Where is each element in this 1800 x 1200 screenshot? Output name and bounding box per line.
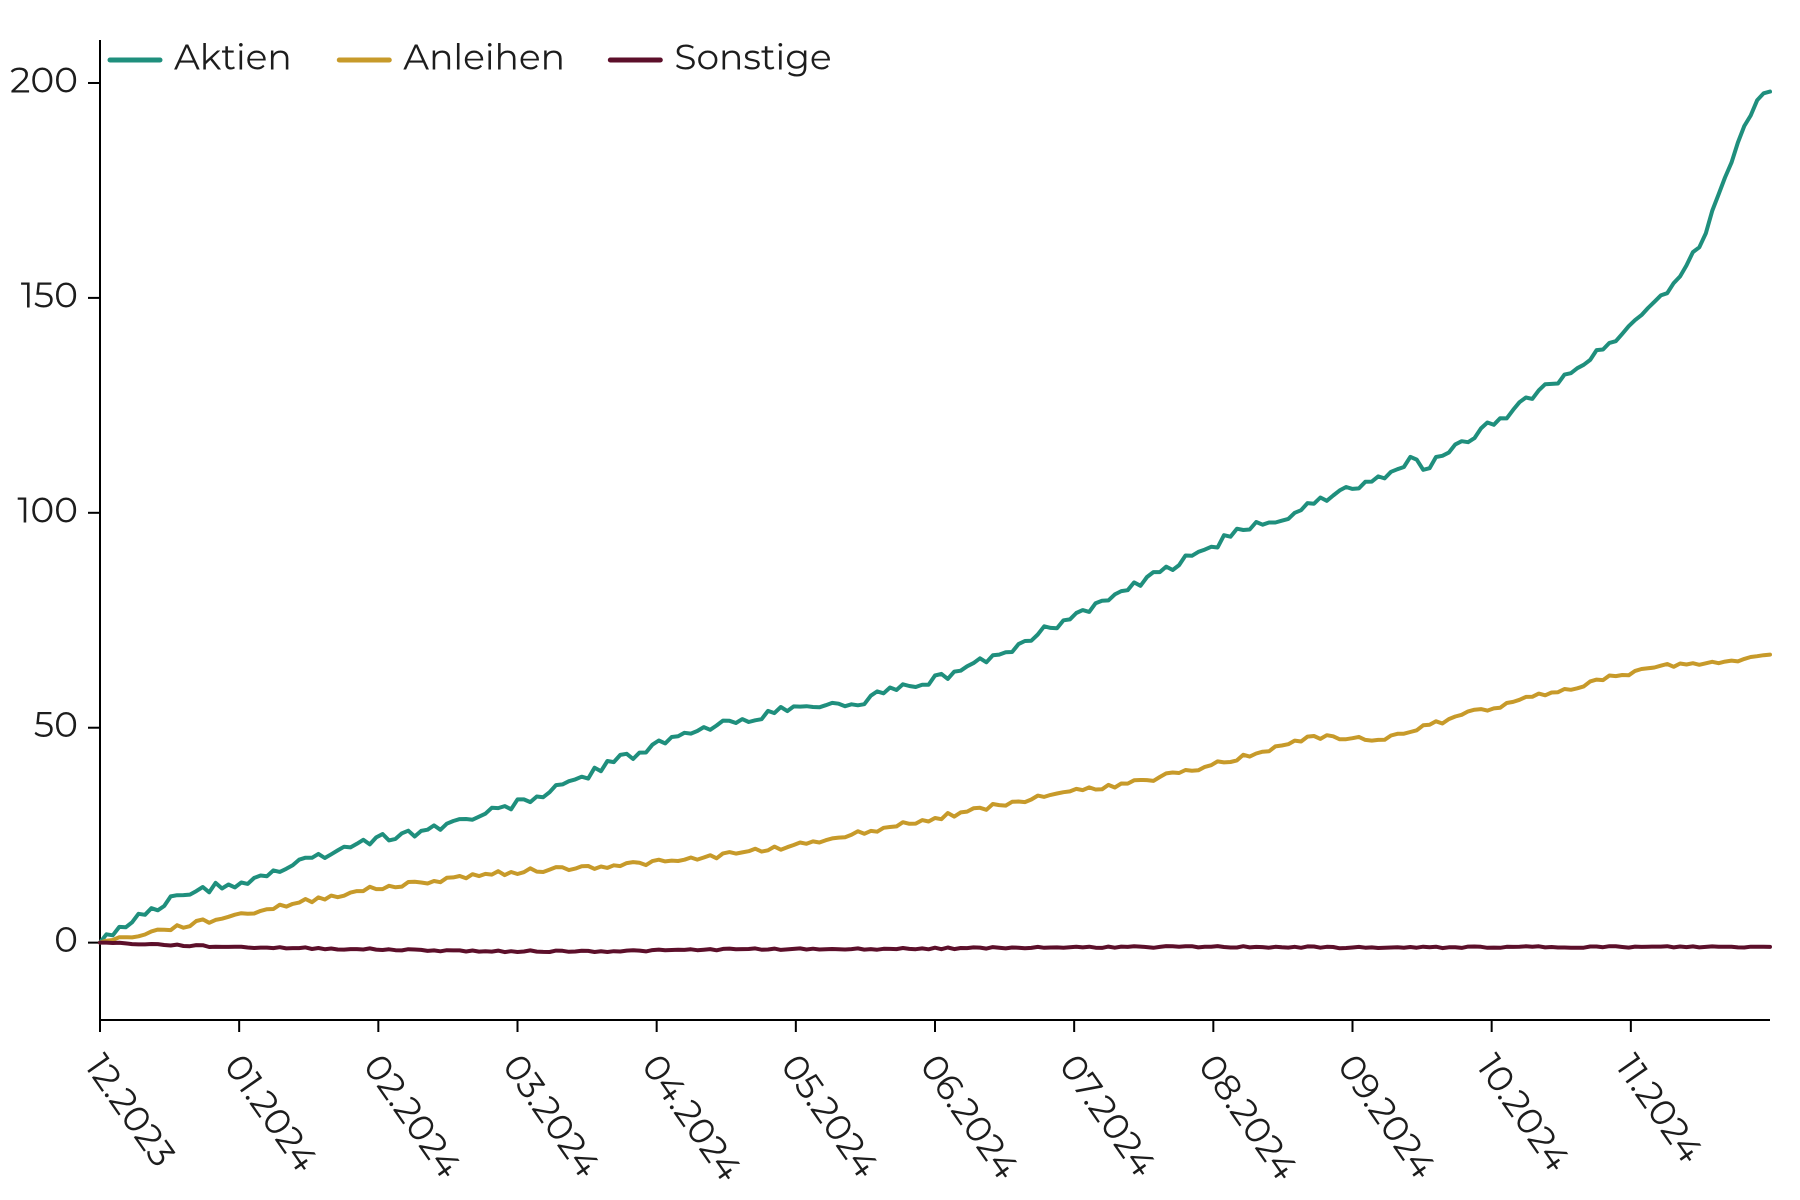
legend-label-anleihen: Anleihen	[403, 35, 565, 79]
legend-label-aktien: Aktien	[174, 35, 292, 79]
y-tick-label: 50	[34, 703, 78, 747]
line-chart: 05010015020012.202301.202402.202403.2024…	[0, 0, 1800, 1200]
legend-label-sonstige: Sonstige	[674, 35, 831, 79]
y-tick-label: 200	[10, 58, 78, 102]
y-tick-label: 0	[54, 918, 78, 962]
y-tick-label: 100	[17, 488, 78, 532]
y-tick-label: 150	[21, 273, 78, 317]
chart-svg: 05010015020012.202301.202402.202403.2024…	[0, 0, 1800, 1200]
